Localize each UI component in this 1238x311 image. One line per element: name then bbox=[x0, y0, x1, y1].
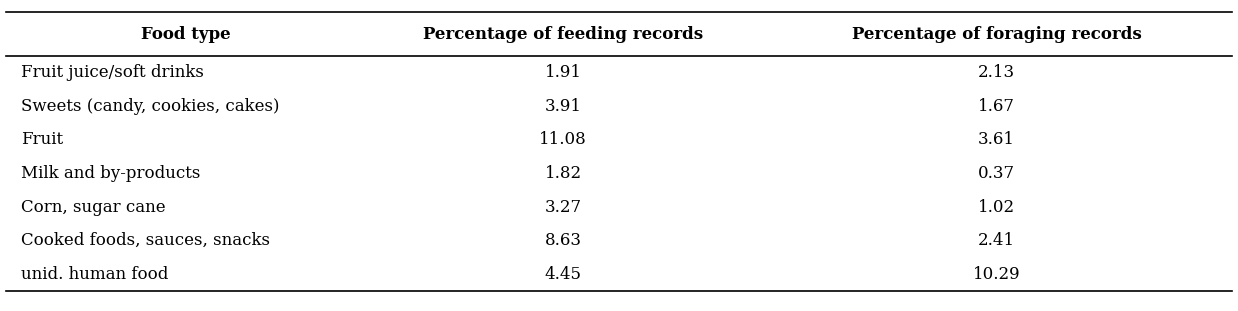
Text: 10.29: 10.29 bbox=[973, 266, 1020, 283]
Text: 0.37: 0.37 bbox=[978, 165, 1015, 182]
Text: Fruit juice/soft drinks: Fruit juice/soft drinks bbox=[21, 64, 204, 81]
Text: 2.41: 2.41 bbox=[978, 232, 1015, 249]
Text: Fruit: Fruit bbox=[21, 132, 63, 148]
Text: 1.02: 1.02 bbox=[978, 199, 1015, 216]
Text: 2.13: 2.13 bbox=[978, 64, 1015, 81]
Text: 3.27: 3.27 bbox=[545, 199, 582, 216]
Text: 11.08: 11.08 bbox=[540, 132, 587, 148]
Text: 1.91: 1.91 bbox=[545, 64, 582, 81]
Text: 3.91: 3.91 bbox=[545, 98, 582, 115]
Text: Percentage of foraging records: Percentage of foraging records bbox=[852, 26, 1141, 43]
Text: Sweets (candy, cookies, cakes): Sweets (candy, cookies, cakes) bbox=[21, 98, 280, 115]
Text: 8.63: 8.63 bbox=[545, 232, 582, 249]
Text: Milk and by-products: Milk and by-products bbox=[21, 165, 201, 182]
Text: 4.45: 4.45 bbox=[545, 266, 582, 283]
Text: 1.67: 1.67 bbox=[978, 98, 1015, 115]
Text: 1.82: 1.82 bbox=[545, 165, 582, 182]
Text: Cooked foods, sauces, snacks: Cooked foods, sauces, snacks bbox=[21, 232, 270, 249]
Text: Corn, sugar cane: Corn, sugar cane bbox=[21, 199, 166, 216]
Text: Percentage of feeding records: Percentage of feeding records bbox=[423, 26, 703, 43]
Text: unid. human food: unid. human food bbox=[21, 266, 168, 283]
Text: 3.61: 3.61 bbox=[978, 132, 1015, 148]
Text: Food type: Food type bbox=[141, 26, 230, 43]
